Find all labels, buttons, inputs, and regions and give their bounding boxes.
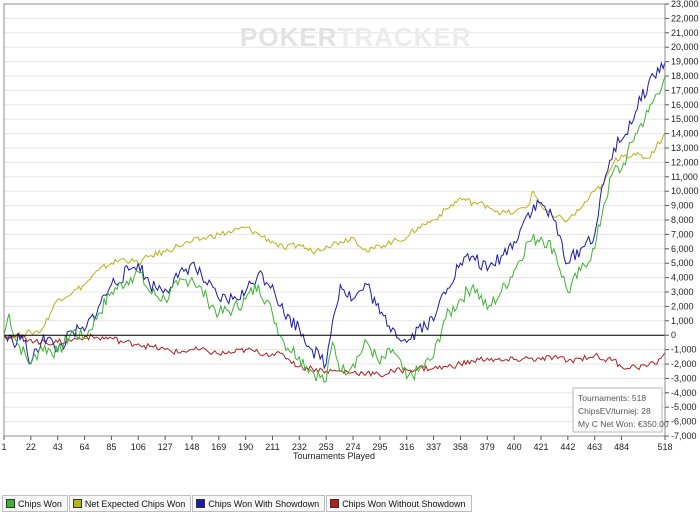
x-tick-label: 518	[657, 442, 672, 452]
x-tick-label: 337	[426, 442, 441, 452]
y-tick-label: 17,000	[671, 85, 699, 95]
y-tick-label: -2,000	[671, 359, 697, 369]
x-axis-title: Tournaments Played	[293, 451, 375, 461]
series-line-2	[3, 61, 666, 370]
y-tick-label: 2,000	[671, 301, 694, 311]
x-tick-label: 232	[292, 442, 307, 452]
series-line-3	[3, 333, 666, 378]
y-tick-label: 19,000	[671, 57, 699, 67]
x-tick-label: 442	[560, 442, 575, 452]
x-tick-label: 463	[587, 442, 602, 452]
x-tick-label: 64	[80, 442, 90, 452]
watermark: POKERTRACKER	[240, 22, 472, 52]
x-tick-label: 358	[453, 442, 468, 452]
x-tick-label: 148	[184, 442, 199, 452]
series-line-1	[3, 133, 666, 341]
x-tick-label: 169	[211, 442, 226, 452]
y-tick-label: 3,000	[671, 287, 694, 297]
series-lines	[3, 61, 666, 383]
legend-label: Chips Won Without Showdown	[342, 498, 466, 509]
y-tick-label: -5,000	[671, 402, 697, 412]
y-tick-label: -3,000	[671, 373, 697, 383]
y-tick-label: 11,000	[671, 172, 698, 182]
y-tick-label: 16,000	[671, 100, 699, 110]
y-tick-label: 6,000	[671, 244, 694, 254]
y-tick-label: 18,000	[671, 71, 699, 81]
x-tick-label: 85	[106, 442, 116, 452]
x-tick-label: 274	[346, 442, 361, 452]
y-tick-label: 21,000	[671, 28, 699, 38]
y-tick-label: 9,000	[671, 201, 694, 211]
y-tick-label: -4,000	[671, 388, 697, 398]
y-tick-label: 0	[671, 330, 676, 340]
info-box: Tournaments: 518 ChipsEV/turniej: 28 My …	[572, 387, 669, 433]
x-axis-ticks: 1 22 43 64 85 106 127 148 169 190 211 232 253 274 295 3…	[1, 436, 673, 452]
y-tick-label: 15,000	[671, 114, 699, 124]
info-chipsev: ChipsEV/turniej: 28	[578, 406, 651, 416]
x-tick-label: 22	[26, 442, 36, 452]
y-tick-label: -7,000	[671, 431, 697, 441]
info-tournaments: Tournaments: 518	[578, 393, 646, 403]
legend-label: Net Expected Chips Won	[84, 498, 186, 509]
legend: Chips Won Net Expected Chips Won Chips Won…	[2, 495, 473, 512]
y-tick-label: 10,000	[671, 186, 699, 196]
legend-swatch-icon	[72, 499, 82, 508]
y-tick-label: -1,000	[671, 345, 697, 355]
x-tick-label: 106	[131, 442, 146, 452]
legend-item-0[interactable]: Chips Won	[2, 495, 68, 512]
x-tick-label: 316	[399, 442, 414, 452]
y-tick-label: 13,000	[671, 143, 699, 153]
x-tick-label: 421	[533, 442, 548, 452]
x-tick-label: 190	[238, 442, 253, 452]
grid-lines	[4, 3, 665, 437]
x-tick-label: 127	[158, 442, 173, 452]
x-tick-label: 1	[1, 442, 6, 452]
legend-swatch-icon	[330, 499, 340, 508]
x-tick-label: 253	[319, 442, 334, 452]
legend-swatch-icon	[6, 499, 15, 508]
legend-item-2[interactable]: Chips Won With Showdown	[192, 495, 326, 512]
y-tick-label: 8,000	[671, 215, 694, 225]
x-tick-label: 43	[53, 442, 63, 452]
y-tick-label: 20,000	[671, 42, 699, 52]
y-tick-label: 22,000	[671, 13, 699, 23]
legend-swatch-icon	[196, 499, 206, 508]
y-tick-label: -6,000	[671, 417, 697, 427]
legend-item-3[interactable]: Chips Won Without Showdown	[326, 495, 472, 512]
legend-label: Chips Won With Showdown	[208, 498, 320, 509]
x-tick-label: 211	[265, 442, 279, 452]
y-tick-label: 1,000	[671, 316, 694, 326]
info-net-won: My C Net Won: €350.00	[578, 419, 669, 429]
x-tick-label: 379	[480, 442, 495, 452]
legend-item-1[interactable]: Net Expected Chips Won	[68, 495, 192, 512]
x-tick-label: 400	[507, 442, 522, 452]
x-tick-label: 484	[614, 442, 629, 452]
y-axis-ticks: 23,000 22,000 21,000 20,000 19,000 18,000 17,0…	[665, 0, 699, 441]
y-tick-label: 14,000	[671, 129, 699, 139]
y-tick-label: 23,000	[671, 0, 699, 9]
legend-label: Chips Won	[18, 498, 62, 509]
y-tick-label: 4,000	[671, 273, 694, 283]
y-tick-label: 5,000	[671, 258, 694, 268]
series-line-0	[3, 75, 666, 383]
y-tick-label: 7,000	[671, 229, 694, 239]
x-tick-label: 295	[372, 442, 387, 452]
y-tick-label: 12,000	[671, 157, 699, 167]
